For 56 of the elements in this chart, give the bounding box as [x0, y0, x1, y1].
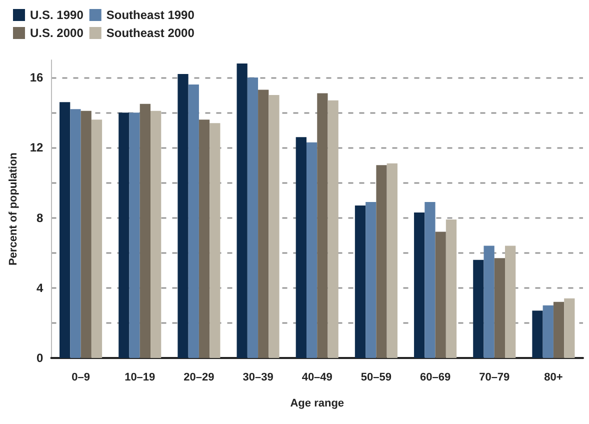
x-tick-label: 20–29	[184, 372, 214, 384]
bar	[473, 260, 484, 358]
bar	[188, 84, 199, 358]
legend-label: U.S. 2000	[30, 26, 84, 40]
bar	[118, 112, 130, 358]
bar	[366, 202, 376, 358]
y-axis-title: Percent of population	[8, 152, 20, 266]
bar	[70, 109, 81, 358]
bar	[505, 246, 516, 358]
y-tick-label: 0	[36, 351, 44, 365]
bar	[247, 78, 258, 358]
bar	[414, 212, 425, 358]
bar	[553, 302, 564, 358]
bar	[210, 123, 220, 358]
bar	[376, 165, 387, 358]
bar	[129, 112, 140, 358]
bar	[354, 205, 366, 358]
bar	[236, 64, 248, 358]
bar	[268, 95, 280, 358]
bar	[80, 110, 92, 358]
bar	[258, 90, 269, 358]
x-tick-label: 10–19	[124, 372, 156, 384]
x-axis-title: Age range	[290, 398, 344, 410]
bar	[60, 102, 70, 358]
bar	[435, 232, 446, 358]
bar	[564, 298, 575, 358]
y-tick-label: 12	[30, 140, 44, 155]
x-tick-label: 0–9	[72, 372, 90, 384]
bar	[386, 163, 398, 358]
bar	[484, 246, 494, 358]
x-tick-label: 70–79	[479, 372, 510, 384]
bar	[91, 120, 102, 358]
bar	[198, 120, 210, 358]
y-tick-label: 8	[36, 210, 44, 225]
legend-label: Southeast 1990	[106, 8, 195, 22]
bar	[178, 74, 188, 358]
bar	[542, 305, 554, 358]
bar	[446, 220, 457, 358]
x-tick-label: 60–69	[420, 372, 451, 384]
bar	[494, 258, 506, 358]
y-tick-label: 16	[30, 70, 44, 85]
x-tick-label: 40–49	[302, 372, 332, 384]
bar	[328, 100, 338, 358]
legend-label: Southeast 2000	[106, 26, 195, 40]
bar	[140, 104, 151, 358]
bar	[317, 93, 328, 358]
x-tick-label: 30–39	[242, 372, 274, 384]
bar	[306, 142, 318, 358]
x-tick-label: 50–59	[360, 372, 392, 384]
bar	[532, 310, 543, 358]
x-tick-label: 80+	[544, 372, 563, 384]
bar	[424, 202, 436, 358]
bar	[150, 110, 162, 358]
y-tick-label: 4	[36, 280, 44, 295]
legend-label: U.S. 1990	[30, 8, 84, 22]
bar	[296, 137, 306, 358]
